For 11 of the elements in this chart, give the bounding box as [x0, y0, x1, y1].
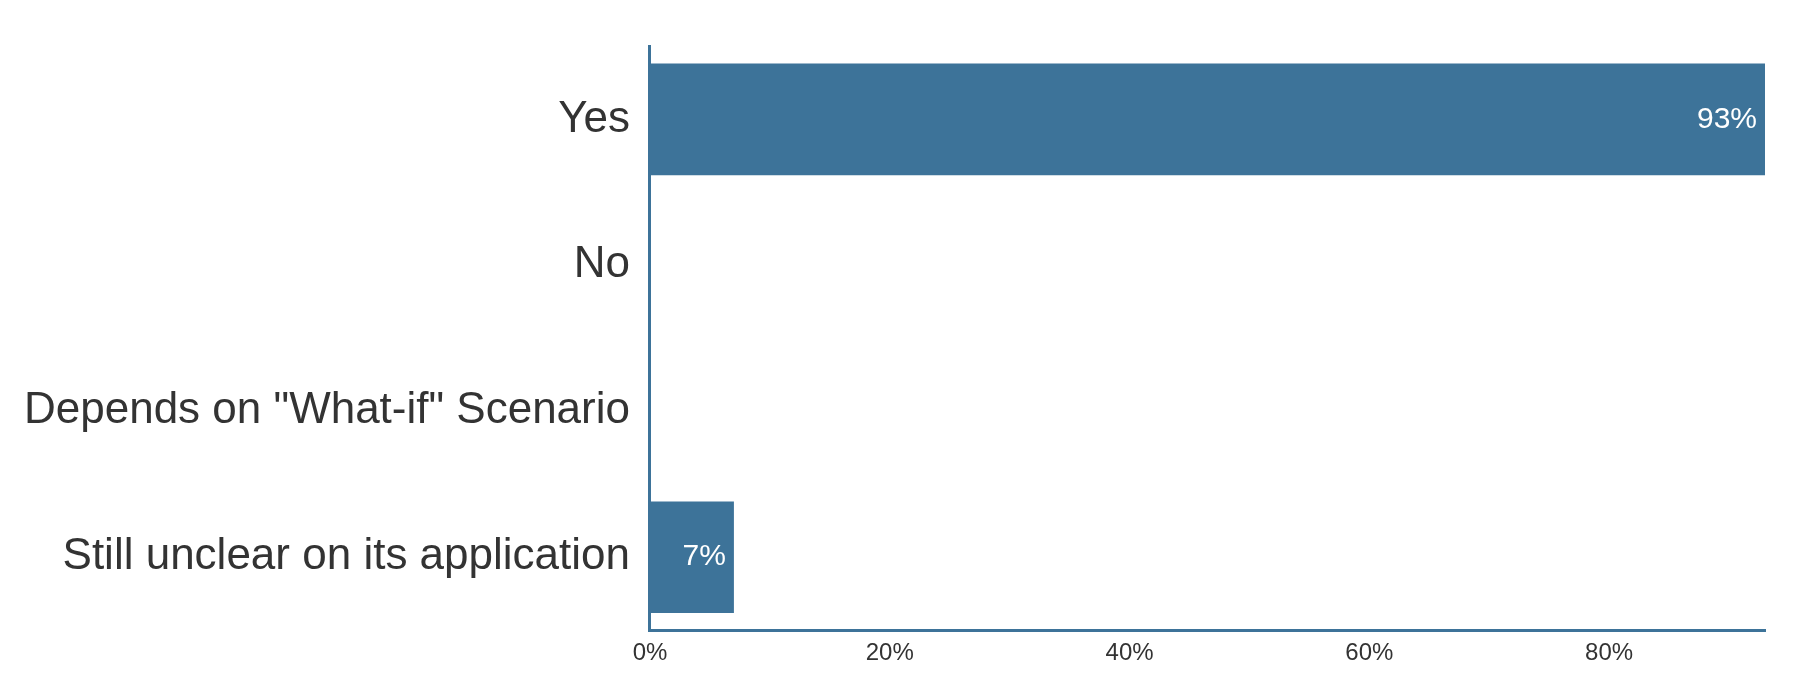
y-tick-label: Depends on "What-if" Scenario	[23, 383, 630, 433]
data-label: 7%	[682, 538, 726, 572]
x-tick-label: 40%	[1105, 638, 1154, 666]
x-tick-label: 20%	[865, 638, 914, 666]
y-tick-label: Still unclear on its application	[62, 529, 630, 579]
y-tick-label: No	[573, 237, 630, 287]
x-tick-label: 80%	[1585, 638, 1634, 666]
x-tick-label: 60%	[1345, 638, 1394, 666]
y-tick-label: Yes	[558, 91, 630, 141]
x-tick-label: 0%	[632, 638, 668, 666]
data-label: 93%	[1696, 100, 1757, 134]
